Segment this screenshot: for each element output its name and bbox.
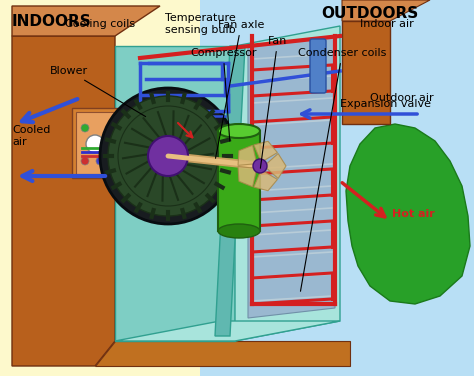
Polygon shape xyxy=(238,167,257,187)
Text: Expansion valve: Expansion valve xyxy=(340,99,431,109)
Text: Temperature
sensing bulb: Temperature sensing bulb xyxy=(164,13,236,35)
Polygon shape xyxy=(95,341,350,366)
Circle shape xyxy=(100,88,236,224)
Text: Condenser coils: Condenser coils xyxy=(298,48,386,291)
Polygon shape xyxy=(235,26,340,341)
Text: Cooled
air: Cooled air xyxy=(12,125,50,147)
Polygon shape xyxy=(115,46,235,341)
Text: OUTDOORS: OUTDOORS xyxy=(321,6,419,21)
Ellipse shape xyxy=(218,124,260,138)
Circle shape xyxy=(81,124,89,132)
Polygon shape xyxy=(76,112,114,174)
Text: Compressor: Compressor xyxy=(190,48,256,141)
Polygon shape xyxy=(12,36,115,366)
Polygon shape xyxy=(342,0,430,21)
Polygon shape xyxy=(72,108,118,178)
Text: Fan: Fan xyxy=(260,36,287,168)
Polygon shape xyxy=(346,124,470,304)
Text: Outdoor air: Outdoor air xyxy=(370,93,434,103)
Polygon shape xyxy=(200,0,474,376)
Polygon shape xyxy=(254,141,277,162)
Polygon shape xyxy=(238,145,257,165)
Polygon shape xyxy=(115,321,340,341)
Circle shape xyxy=(108,96,228,216)
Text: Hot air: Hot air xyxy=(392,209,435,219)
Circle shape xyxy=(96,157,104,165)
Text: Cooling coils: Cooling coils xyxy=(65,19,135,29)
Polygon shape xyxy=(12,6,160,36)
Circle shape xyxy=(86,135,104,153)
Text: Indoor air: Indoor air xyxy=(360,19,414,29)
FancyBboxPatch shape xyxy=(310,39,326,93)
Polygon shape xyxy=(264,153,286,179)
Circle shape xyxy=(81,157,89,165)
Text: Blower: Blower xyxy=(50,66,146,117)
Circle shape xyxy=(118,106,218,206)
Text: Fan axle: Fan axle xyxy=(216,20,264,158)
Polygon shape xyxy=(342,21,390,124)
Polygon shape xyxy=(248,36,335,318)
Polygon shape xyxy=(218,131,260,231)
Circle shape xyxy=(253,159,267,173)
Polygon shape xyxy=(215,46,245,336)
Text: INDOORS: INDOORS xyxy=(12,14,92,29)
Ellipse shape xyxy=(218,224,260,238)
Polygon shape xyxy=(254,170,277,191)
Circle shape xyxy=(148,136,188,176)
